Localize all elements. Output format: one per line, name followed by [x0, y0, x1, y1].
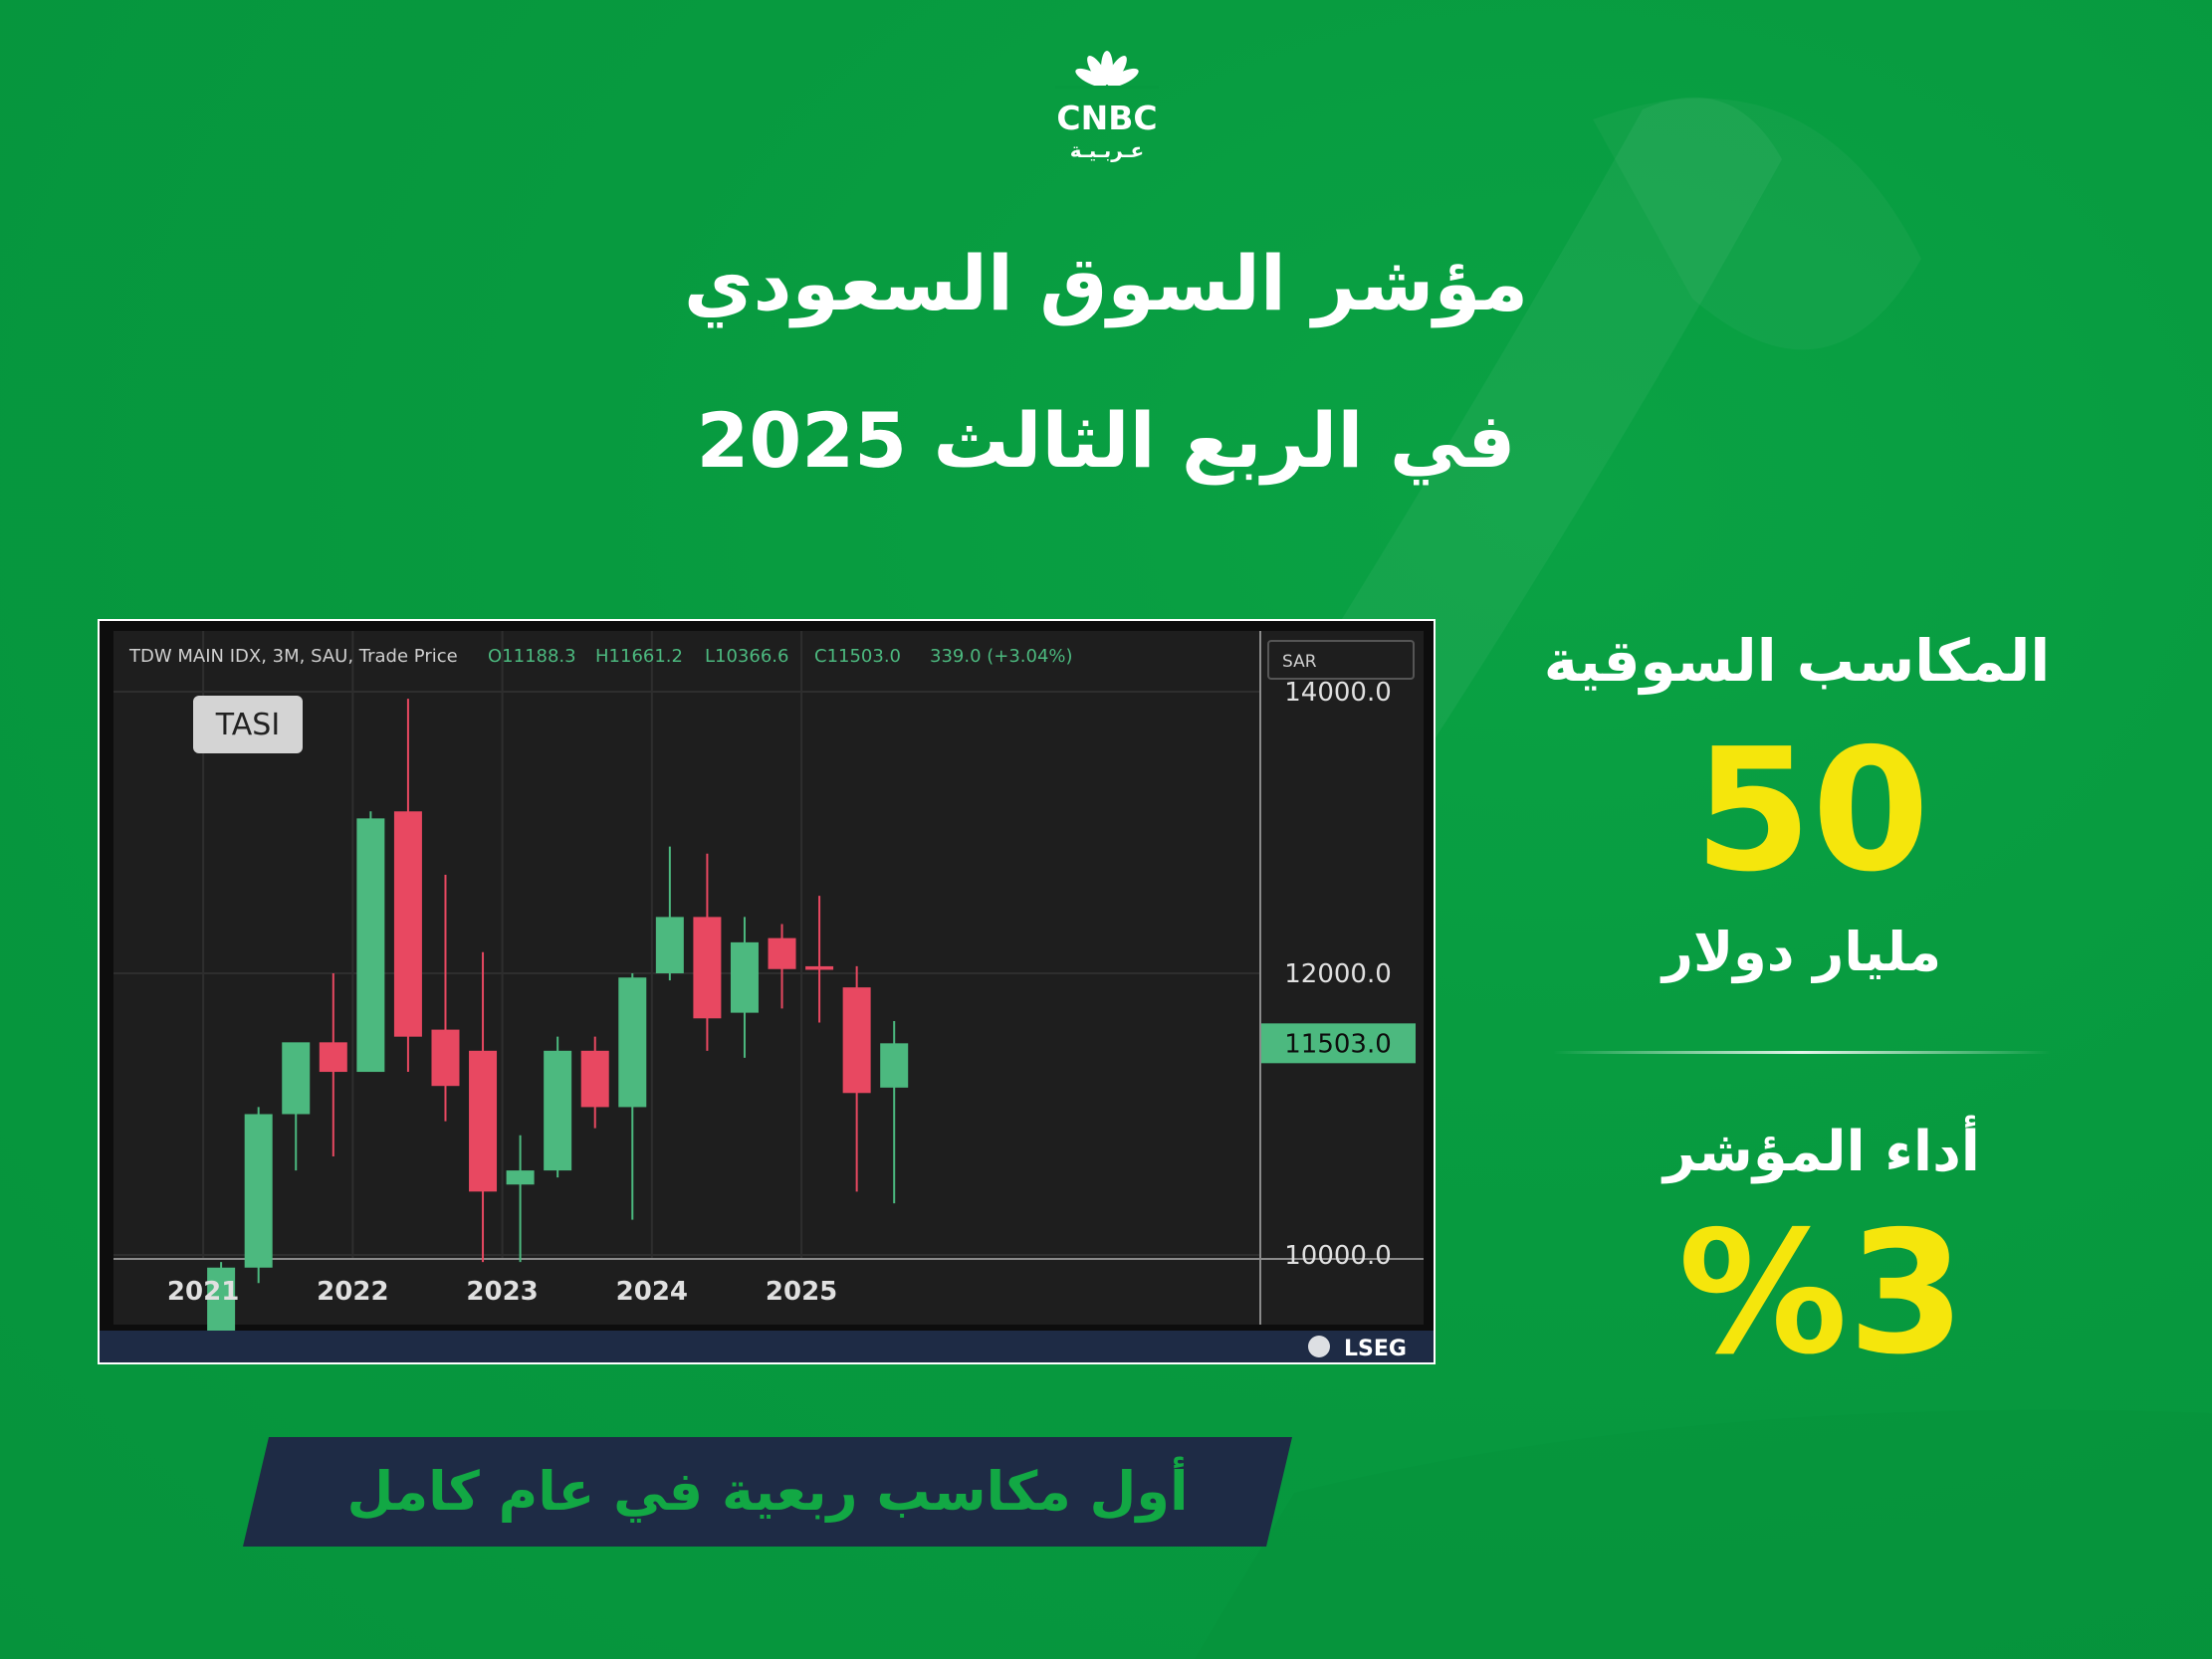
x-tick-label: 2023: [466, 1277, 538, 1307]
candle-body: [805, 965, 834, 970]
lseg-emblem-icon: [1308, 1336, 1330, 1357]
candle-body: [655, 917, 684, 973]
x-tick-label: 2024: [616, 1277, 688, 1307]
last-price-label: 11503.0: [1284, 1029, 1392, 1059]
chart-header-high: H11661.2: [595, 646, 683, 667]
chart-header-low: L10366.6: [705, 646, 788, 667]
y-tick-label: 12000.0: [1284, 959, 1392, 989]
candle-body: [730, 941, 759, 1013]
chart-header-symbol: TDW MAIN IDX, 3M, SAU, Trade Price: [128, 646, 458, 667]
last-price-tag: [1261, 1023, 1416, 1064]
candle-body: [282, 1042, 311, 1115]
candle-body: [319, 1042, 347, 1073]
candle-body: [768, 937, 796, 969]
page-title-line2: في الربع الثالث 2025: [696, 396, 1516, 485]
currency-label: SAR: [1282, 652, 1317, 672]
x-tick-label: 2025: [766, 1277, 837, 1307]
candle-body: [693, 917, 722, 1019]
candle-body: [469, 1050, 498, 1192]
chart-footer: [100, 1331, 1434, 1362]
logo-subtext: عـربـيـة: [1070, 138, 1144, 162]
currency-box: [1267, 640, 1415, 680]
chart-header-open: O11188.3: [488, 646, 576, 667]
y-tick-label: 10000.0: [1284, 1241, 1392, 1271]
chart-header-close: C11503.0: [814, 646, 901, 667]
candle-body: [880, 1043, 909, 1088]
cnbc-logo: CNBC عـربـيـة: [1055, 51, 1159, 162]
page-title-line1: مؤشر السوق السعودي: [683, 239, 1529, 327]
candle-body: [544, 1050, 572, 1171]
banner-text: أول مكاسب ربعية في عام كامل: [346, 1460, 1189, 1523]
logo-text: CNBC: [1056, 99, 1157, 137]
banner-shape: [243, 1437, 1292, 1547]
market-gains-label: المكاسب السوقية: [1543, 627, 2051, 695]
candle-body: [393, 811, 422, 1037]
index-performance-value: %3: [1677, 1195, 1966, 1392]
candle-body: [431, 1029, 460, 1087]
candle-body: [356, 818, 385, 1073]
market-gains-unit: مليار دولار: [1661, 921, 1942, 983]
candle-body: [244, 1114, 273, 1268]
chart-header-change: 339.0 (+3.04%): [930, 646, 1073, 667]
y-tick-label: 14000.0: [1284, 678, 1392, 708]
candle-body: [580, 1050, 609, 1108]
candle-body: [618, 977, 647, 1108]
tasi-badge: [193, 696, 303, 753]
index-performance-label: أداء المؤشر: [1662, 1120, 1981, 1184]
candle-body: [506, 1170, 535, 1185]
stats-divider: [1553, 1051, 2051, 1054]
market-gains-value: 50: [1693, 713, 1930, 910]
source-label: LSEG: [1344, 1337, 1407, 1361]
x-tick-label: 2021: [167, 1277, 239, 1307]
candle-body: [842, 987, 871, 1094]
x-tick-label: 2022: [317, 1277, 388, 1307]
tasi-badge-label: TASI: [215, 708, 280, 742]
